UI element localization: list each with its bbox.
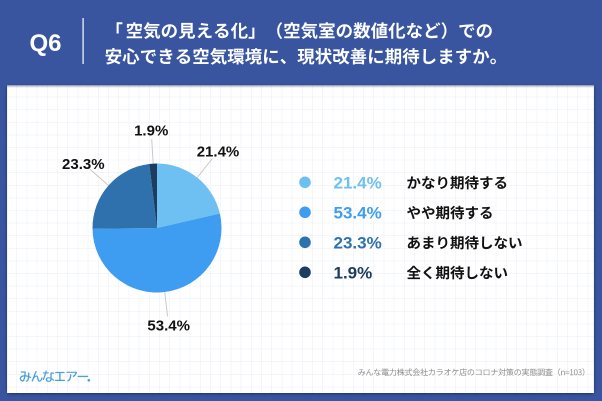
svg-text:53.4%: 53.4%	[334, 204, 382, 223]
svg-text:23.3%: 23.3%	[62, 156, 105, 173]
svg-text:Q6: Q6	[29, 30, 61, 57]
svg-text:21.4%: 21.4%	[334, 174, 382, 193]
svg-text:1.9%: 1.9%	[134, 123, 168, 140]
svg-text:23.3%: 23.3%	[334, 234, 382, 253]
svg-text:21.4%: 21.4%	[197, 144, 240, 161]
svg-text:1.9%: 1.9%	[334, 264, 373, 283]
svg-text:53.4%: 53.4%	[147, 318, 190, 335]
